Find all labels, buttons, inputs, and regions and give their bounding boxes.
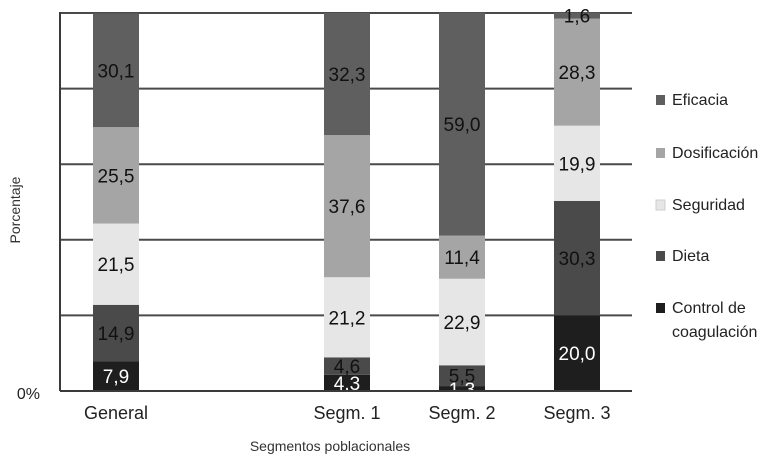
data-label: 11,4 (444, 248, 480, 269)
bar-segment (439, 278, 485, 366)
data-label: 28,3 (559, 63, 596, 84)
bar-segment (324, 357, 370, 375)
legend-label: coagulación (672, 324, 757, 341)
x-tick-label: Segm. 3 (543, 403, 610, 423)
data-label: 59,0 (444, 115, 481, 136)
x-tick-label: Segm. 1 (313, 403, 380, 423)
data-label: 25,5 (98, 166, 135, 187)
data-label: 20,0 (559, 344, 596, 365)
data-label: 30,3 (559, 249, 596, 270)
data-label: 32,3 (329, 65, 366, 86)
bar-segment (554, 18, 600, 126)
legend-swatch (656, 303, 665, 313)
bar-segment (93, 223, 139, 305)
bar-segment (554, 315, 600, 391)
bar-segment (439, 386, 485, 391)
legend-label: Eficacia (672, 92, 728, 109)
y-tick-label: 0% (17, 386, 40, 403)
legend-label: Seguridad (672, 197, 745, 214)
data-label: 19,9 (559, 154, 596, 175)
bar-segment (324, 277, 370, 358)
bar-segment (93, 304, 139, 362)
data-label: 21,2 (329, 308, 366, 329)
legend-swatch (656, 148, 665, 158)
bar-segment (439, 365, 485, 387)
bar-segment (93, 127, 139, 224)
bar-segment (324, 135, 370, 278)
bar-segment (554, 12, 600, 19)
bar-segment (554, 200, 600, 316)
legend-label: Control de (672, 300, 746, 317)
bar-segment (439, 235, 485, 279)
bar-segment (324, 13, 370, 136)
bar-segment (93, 13, 139, 128)
data-label: 14,9 (98, 324, 135, 345)
data-label: 21,5 (98, 255, 135, 276)
bar-segment (93, 361, 139, 391)
data-label: 37,6 (329, 197, 366, 218)
data-label: 5,5 (449, 367, 475, 388)
legend-swatch (656, 251, 665, 261)
legend-label: Dieta (672, 248, 709, 265)
data-label: 4,3 (334, 374, 360, 395)
data-label: 4,6 (334, 357, 360, 378)
legend-swatch (655, 199, 666, 211)
legend-swatch (656, 95, 665, 105)
bar-segment (554, 125, 600, 201)
legend-label: Dosificación (672, 145, 758, 162)
y-axis-title: Porcentaje (7, 176, 23, 243)
data-label: 1,6 (564, 7, 590, 28)
x-tick-label: General (84, 403, 148, 423)
data-label: 7,9 (103, 367, 129, 388)
x-axis-title: Segmentos poblacionales (250, 438, 410, 454)
data-label: 22,9 (444, 313, 481, 334)
x-tick-label: Segm. 2 (428, 403, 495, 423)
data-label: 30,1 (98, 61, 135, 82)
bar-segment (439, 12, 485, 236)
bar-segment (324, 374, 370, 391)
